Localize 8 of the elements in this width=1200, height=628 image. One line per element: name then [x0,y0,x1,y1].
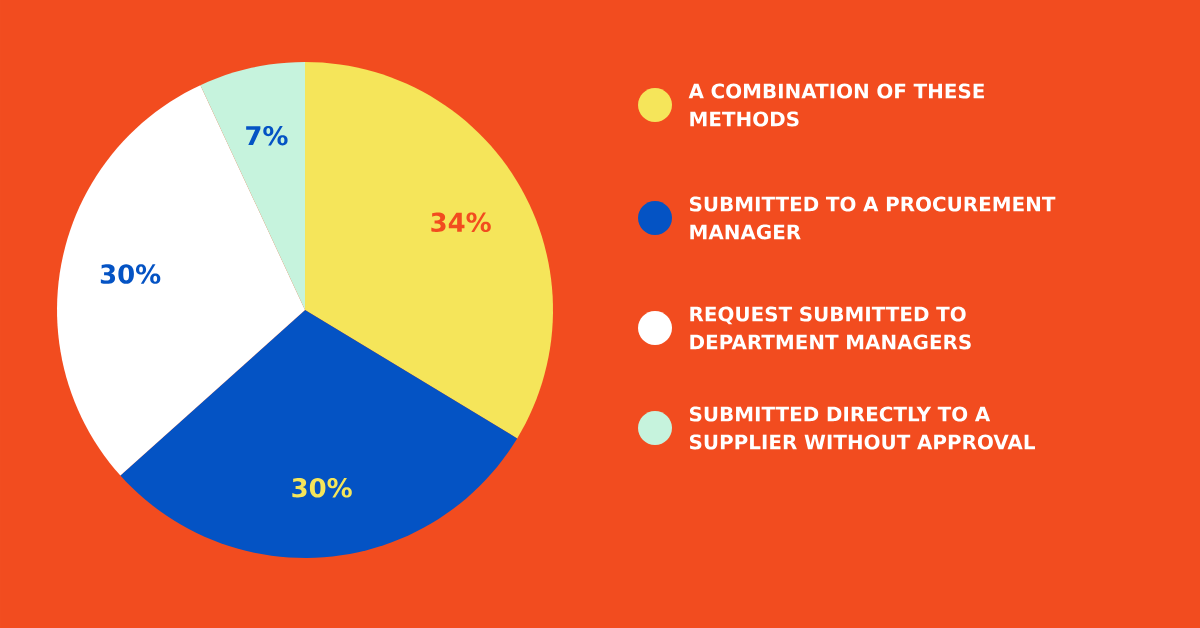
legend-label: SUBMITTED TO A PROCUREMENT MANAGER [689,196,1056,240]
legend-label: SUBMITTED DIRECTLY TO A SUPPLIER WITHOUT APPROVAL [689,406,1035,450]
data-label: 30% [292,477,352,498]
data-label: 34% [431,212,491,233]
legend-label: A COMBINATION OF THESE METHODS [688,83,984,127]
data-label: 30% [100,264,161,284]
legend-label: REQUEST SUBMITTED TO DEPARTMENT MANAGERS [690,306,971,350]
data-label: 7% [246,125,288,146]
